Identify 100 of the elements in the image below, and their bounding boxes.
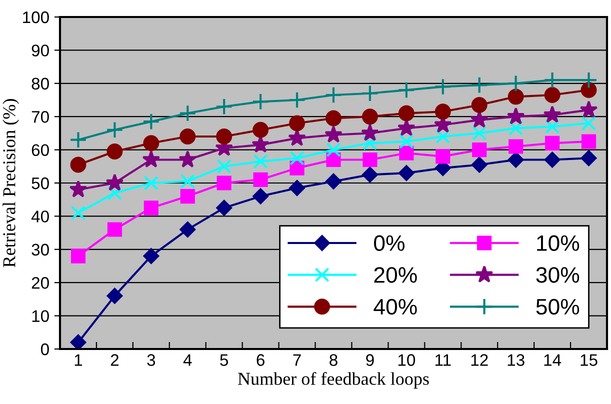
point: [70, 131, 87, 149]
point: [543, 106, 562, 123]
point: [252, 92, 270, 110]
x-tick-label: 7: [293, 354, 301, 366]
x-axis-title: Number of feedback loops: [238, 372, 429, 389]
point: [107, 222, 122, 237]
legend-label: 10%: [537, 235, 580, 251]
point: [216, 128, 232, 145]
y-tick-label: 100: [23, 11, 49, 24]
point: [252, 122, 269, 138]
point: [436, 129, 450, 144]
x-tick-label: 2: [110, 354, 118, 366]
point: [180, 174, 195, 189]
point: [142, 150, 160, 168]
point: [290, 150, 304, 166]
point: [398, 81, 416, 99]
legend-label: 20%: [374, 267, 417, 283]
x-tick-label: 14: [544, 354, 562, 366]
point: [326, 110, 342, 126]
point: [472, 142, 487, 158]
y-tick-label: 70: [32, 111, 49, 123]
point: [178, 104, 196, 122]
point: [470, 110, 488, 128]
point: [436, 149, 450, 164]
x-tick-label: 15: [580, 354, 598, 366]
point: [324, 86, 342, 104]
point: [289, 115, 306, 132]
point: [506, 107, 525, 124]
point: [106, 174, 124, 191]
point: [471, 96, 488, 113]
x-tick-label: 4: [183, 354, 192, 366]
point: [470, 76, 488, 94]
point: [69, 180, 88, 198]
point: [362, 108, 378, 125]
point: [324, 125, 342, 143]
point: [143, 135, 160, 152]
x-tick-label: 13: [508, 354, 524, 366]
point: [215, 98, 233, 116]
y-tick-label: 80: [32, 78, 49, 90]
point: [580, 82, 597, 98]
point: [508, 88, 524, 105]
x-tick-label: 9: [366, 354, 374, 366]
point: [70, 156, 86, 173]
y-tick-label: 90: [32, 44, 49, 56]
point: [107, 186, 122, 200]
point: [580, 150, 597, 166]
point: [362, 136, 378, 150]
point: [143, 248, 160, 264]
x-tick-label: 10: [398, 354, 416, 366]
point: [545, 136, 560, 150]
x-tick-label: 6: [256, 354, 264, 366]
point: [216, 176, 232, 190]
point: [326, 142, 341, 158]
point: [253, 154, 268, 169]
x-tick-label: 12: [471, 354, 488, 366]
point: [472, 126, 487, 140]
point: [362, 152, 378, 168]
point: [70, 206, 86, 220]
point: [508, 139, 524, 154]
y-tick-label: 60: [32, 144, 49, 156]
y-tick-label: 10: [32, 310, 49, 322]
point: [544, 71, 561, 89]
point: [398, 165, 414, 181]
legend-label: 40%: [374, 298, 417, 315]
point: [399, 134, 414, 149]
x-tick-label: 8: [330, 354, 338, 366]
point: [144, 200, 158, 216]
x-tick-label: 1: [74, 354, 82, 366]
point: [360, 124, 379, 141]
point: [544, 152, 560, 168]
point: [142, 112, 160, 130]
y-tick-label: 20: [32, 277, 49, 289]
point: [144, 176, 158, 190]
point: [471, 156, 488, 173]
point: [106, 288, 123, 304]
y-tick-label: 50: [32, 177, 49, 190]
point: [544, 87, 560, 104]
point: [434, 78, 452, 96]
point: [253, 172, 268, 187]
point: [252, 188, 268, 204]
point: [545, 119, 560, 134]
x-tick-label: 11: [436, 354, 451, 366]
point: [580, 100, 598, 118]
y-tick-label: 40: [31, 210, 49, 222]
point: [106, 143, 123, 160]
point: [580, 71, 598, 89]
point: [216, 200, 232, 216]
point: [290, 160, 304, 176]
y-axis-title: Retrieval Precision (%): [2, 99, 19, 268]
point: [398, 105, 414, 122]
x-tick-label: 3: [147, 354, 156, 366]
point: [70, 334, 86, 349]
point: [106, 121, 124, 139]
legend-label: 30%: [536, 267, 580, 283]
point: [399, 146, 414, 160]
point: [434, 104, 451, 120]
point: [289, 180, 305, 196]
point: [508, 152, 524, 168]
point: [288, 91, 306, 109]
legend-label: 50%: [536, 298, 580, 315]
